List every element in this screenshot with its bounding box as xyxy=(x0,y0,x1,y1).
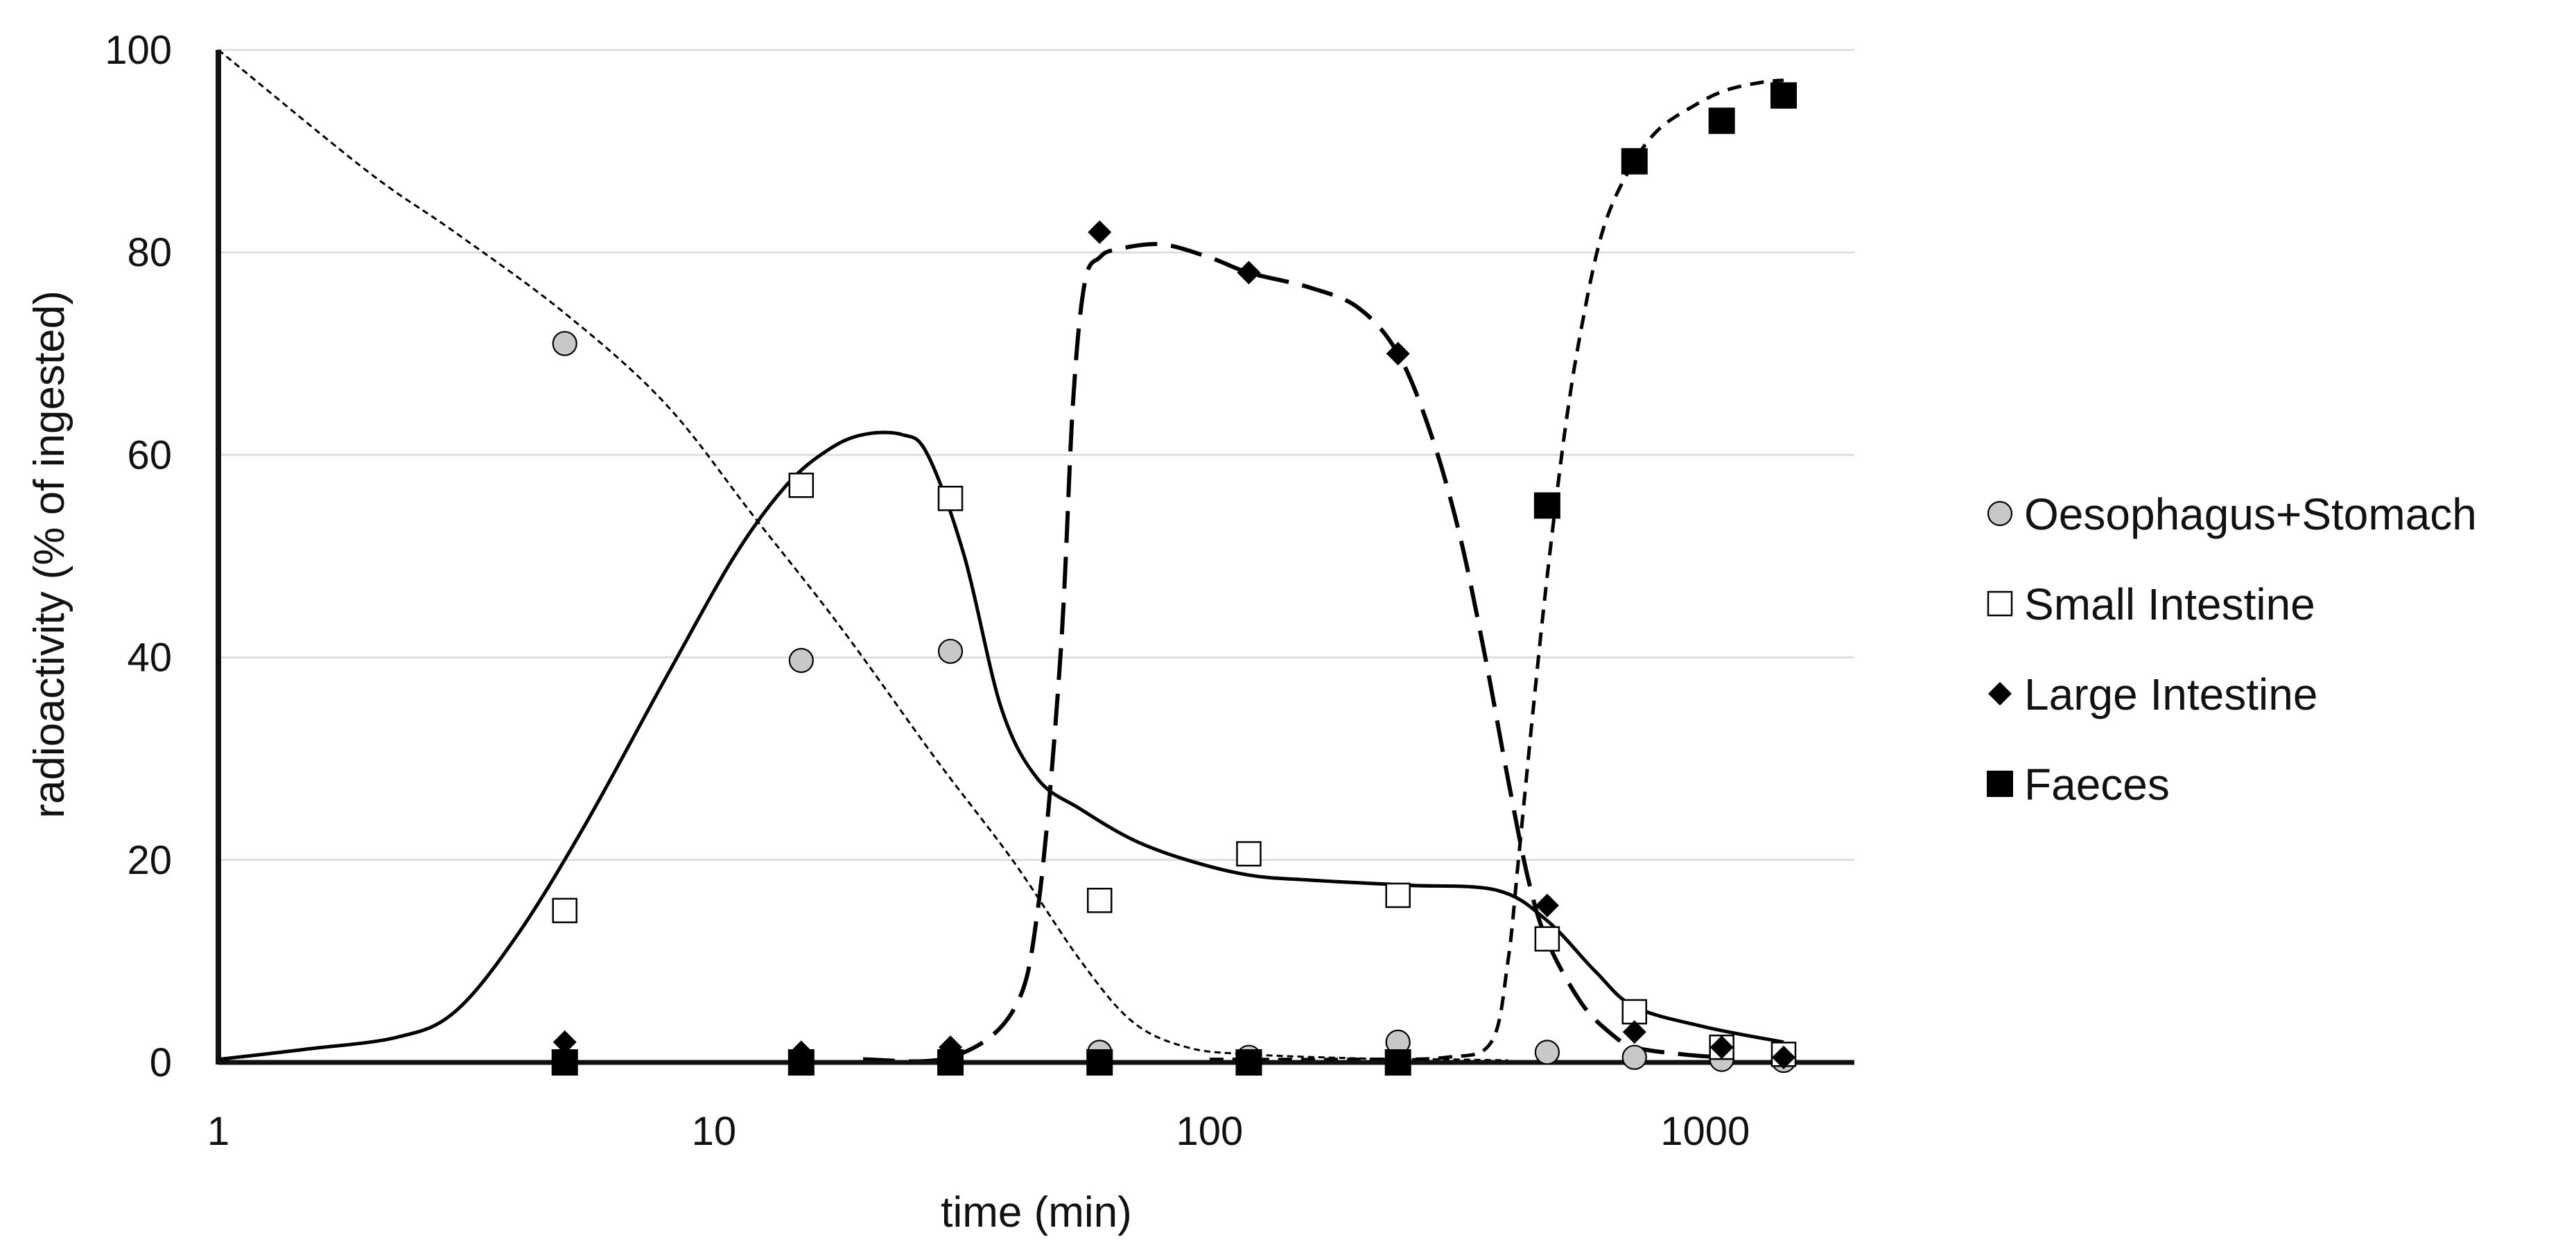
point-large-intestine xyxy=(1535,893,1559,918)
point-large-intestine xyxy=(1709,1035,1734,1060)
point-small-intestine xyxy=(1534,926,1560,952)
point-large-intestine xyxy=(552,1030,577,1054)
legend-marker-large-intestine xyxy=(1988,682,2012,706)
point-small-intestine xyxy=(1236,841,1262,867)
point-small-intestine xyxy=(937,485,964,511)
point-faeces xyxy=(1770,82,1798,109)
fit-curve-oesophagus-stomach xyxy=(218,49,1508,1062)
point-large-intestine xyxy=(1237,261,1261,285)
x-axis-title: time (min) xyxy=(941,1189,1132,1236)
point-faeces xyxy=(937,1049,964,1076)
x-tick-label: 10 xyxy=(692,1109,737,1154)
y-tick-label: 20 xyxy=(127,838,172,883)
legend-marker-small-intestine xyxy=(1987,590,2013,617)
y-tick-label: 0 xyxy=(150,1040,172,1085)
x-tick-label: 1000 xyxy=(1660,1109,1750,1154)
tick-labels: 0 20 40 60 80 100 1 10 100 1000 xyxy=(105,28,1750,1154)
fit-curve-small-intestine xyxy=(218,430,1784,1062)
point-faeces xyxy=(1384,1049,1411,1076)
grid-lines xyxy=(218,49,1854,861)
point-faeces xyxy=(551,1049,578,1076)
point-faeces xyxy=(1533,492,1560,519)
axes xyxy=(216,50,1854,1065)
legend-label-large-intestine: Large Intestine xyxy=(2024,669,2317,719)
legend-marker-faeces xyxy=(1987,771,2013,797)
fit-curve-large-intestine xyxy=(863,242,1722,1064)
point-large-intestine xyxy=(1088,220,1112,244)
point-small-intestine xyxy=(1385,882,1411,909)
point-oesophagus-stomach xyxy=(1534,1040,1560,1065)
x-tick-label: 1 xyxy=(207,1109,229,1154)
point-faeces xyxy=(1621,148,1648,175)
point-small-intestine xyxy=(788,472,815,498)
legend-label-faeces: Faeces xyxy=(2024,760,2170,809)
point-small-intestine xyxy=(1087,887,1113,913)
y-axis-title: radioactivity (% of ingested) xyxy=(26,290,73,818)
point-large-intestine xyxy=(1622,1020,1646,1044)
point-oesophagus-stomach xyxy=(788,647,814,674)
point-faeces xyxy=(1086,1049,1113,1076)
y-tick-label: 100 xyxy=(105,28,172,73)
point-oesophagus-stomach xyxy=(1621,1044,1647,1070)
point-oesophagus-stomach xyxy=(937,638,964,664)
point-oesophagus-stomach xyxy=(552,331,577,356)
y-tick-label: 80 xyxy=(127,230,172,275)
x-tick-label: 100 xyxy=(1176,1109,1243,1154)
point-faeces xyxy=(1235,1049,1262,1076)
legend-marker-oesophagus-stomach xyxy=(1987,500,2013,527)
y-tick-label: 60 xyxy=(127,432,172,477)
legend: Oesophagus+Stomach Small Intestine Large I… xyxy=(1987,489,2477,809)
point-faeces xyxy=(1708,107,1735,134)
legend-label-small-intestine: Small Intestine xyxy=(2024,579,2315,629)
point-small-intestine xyxy=(1621,999,1648,1025)
point-small-intestine xyxy=(552,897,577,924)
fit-curve-faeces xyxy=(1209,78,1784,1062)
point-large-intestine xyxy=(1386,342,1410,366)
data-markers xyxy=(551,82,1798,1076)
legend-label-oesophagus-stomach: Oesophagus+Stomach xyxy=(2024,489,2477,539)
y-tick-label: 40 xyxy=(127,636,172,681)
point-faeces xyxy=(787,1049,815,1076)
point-large-intestine xyxy=(1772,1045,1796,1069)
